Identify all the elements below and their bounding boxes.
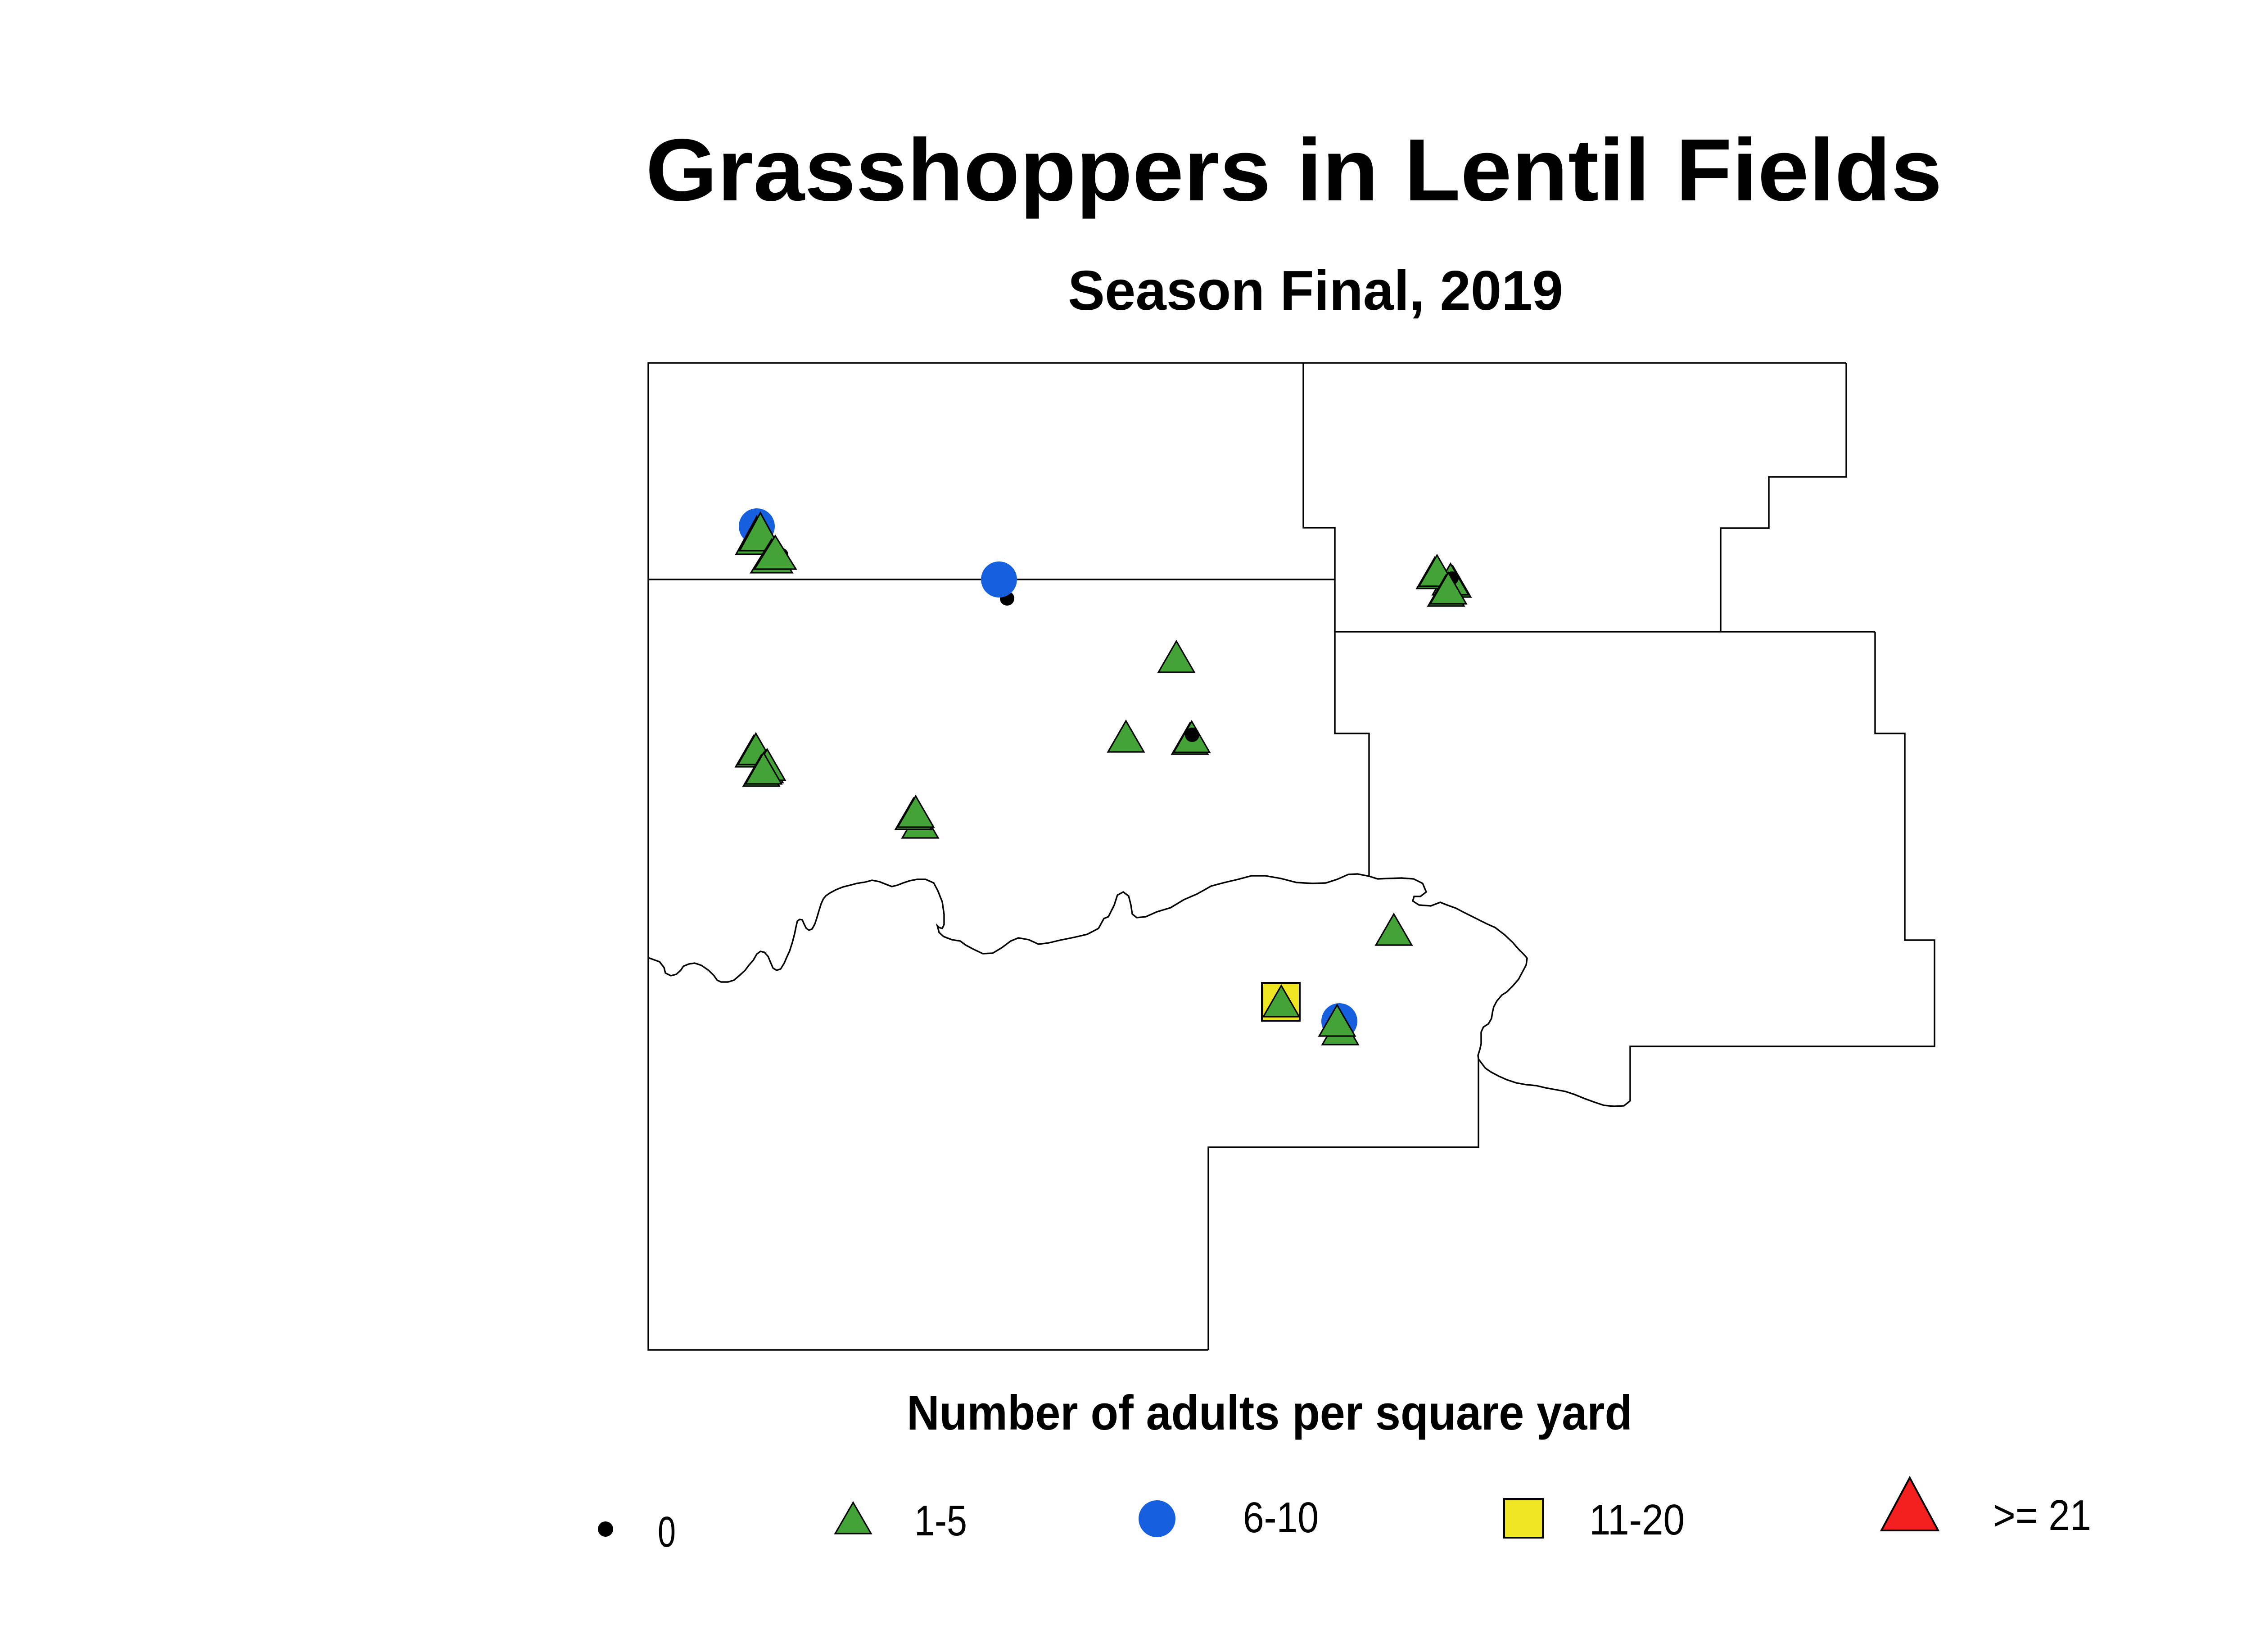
svg-text:1-5: 1-5 [914, 1497, 967, 1545]
svg-text:Grasshoppers in Lentil Fields: Grasshoppers in Lentil Fields [646, 121, 1942, 219]
svg-text:11-20: 11-20 [1589, 1496, 1685, 1544]
svg-text:Number of adults per square ya: Number of adults per square yard [907, 1385, 1632, 1440]
svg-text:6-10: 6-10 [1243, 1494, 1319, 1542]
svg-text:0: 0 [658, 1508, 676, 1556]
svg-text:>= 21: >= 21 [1993, 1491, 2091, 1539]
svg-text:Season Final, 2019: Season Final, 2019 [1068, 260, 1563, 322]
